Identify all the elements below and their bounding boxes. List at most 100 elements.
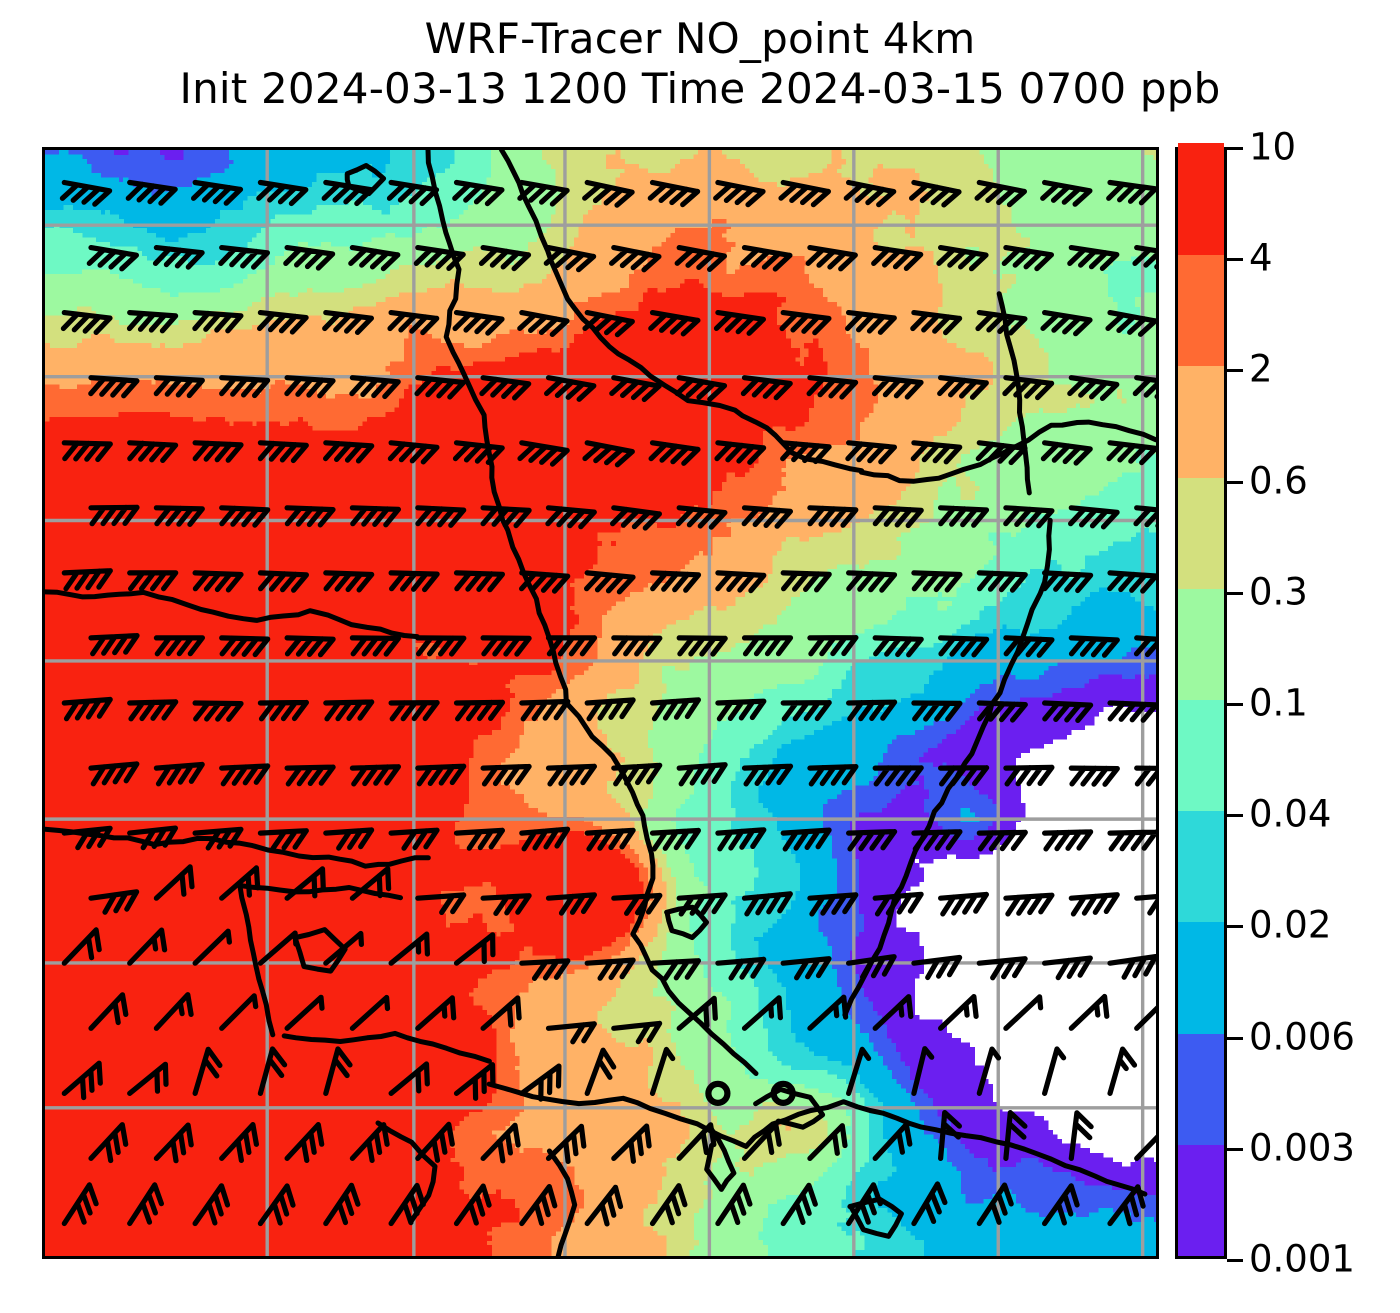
wind-barb-icon <box>545 635 598 657</box>
wind-barb-icon <box>453 1183 492 1227</box>
wind-barb-icon <box>1068 635 1120 658</box>
wind-barb-icon <box>323 827 375 851</box>
wind-barb-icon <box>519 698 571 722</box>
wind-barb-icon <box>61 927 102 966</box>
colorbar-tick-label: 4 <box>1249 236 1273 280</box>
wind-barb-icon <box>780 956 832 981</box>
wind-barb-icon <box>1068 1110 1094 1161</box>
wind-barb-icon <box>582 440 635 468</box>
wind-barb-icon <box>649 1046 676 1096</box>
colorbar-tick-mark <box>1227 703 1243 706</box>
wind-barb-icon <box>545 892 597 916</box>
wind-barb-icon <box>715 956 767 981</box>
colorbar-tick-mark <box>1227 258 1243 262</box>
wind-barb-icon <box>323 930 364 966</box>
wind-barb-icon <box>480 995 522 1031</box>
wind-barb-icon <box>61 1060 103 1101</box>
colorbar-tick-label: 0.001 <box>1249 1237 1355 1281</box>
wind-barb-icon <box>88 761 140 787</box>
wind-barb-icon <box>1134 765 1156 787</box>
wind-barb-icon <box>127 825 178 851</box>
wind-barb-icon <box>453 699 506 722</box>
colorbar-band-light-orange <box>1178 365 1224 478</box>
wind-barb-icon <box>674 245 727 272</box>
colorbar-tick-mark <box>1227 1147 1243 1151</box>
wind-barb-icon <box>1134 1005 1156 1031</box>
wind-barb-icon <box>807 1123 848 1161</box>
wind-barb-icon <box>1107 829 1156 852</box>
wind-barb-icon <box>86 245 139 272</box>
wind-barb-icon <box>1134 1134 1156 1161</box>
wind-barb-icon <box>480 893 532 916</box>
wind-barb-icon <box>1040 440 1093 466</box>
wind-barb-icon <box>153 761 205 787</box>
wind-barb-icon <box>846 1046 872 1096</box>
wind-barb-icon <box>649 697 701 722</box>
map-plot-area <box>42 147 1159 1259</box>
wind-barb-icon <box>88 1122 129 1164</box>
wind-barb-icon <box>740 375 793 401</box>
colorbar-tick-mark <box>1227 480 1243 484</box>
wind-barb-icon <box>545 1123 587 1164</box>
wind-barb-icon <box>674 375 728 402</box>
wind-barb-icon <box>807 994 849 1031</box>
wind-barb-icon <box>1042 955 1093 981</box>
wind-barb-icon <box>415 1121 455 1163</box>
wind-barb-icon <box>191 179 244 206</box>
wind-barb-icon <box>807 764 859 787</box>
wind-barb-icon <box>872 891 924 917</box>
wind-barb-icon <box>936 245 989 272</box>
wind-barb-icon <box>323 1046 353 1096</box>
wind-barb-icon <box>323 699 375 722</box>
wind-barb-icon <box>453 932 496 966</box>
wind-barb-icon <box>1040 179 1093 207</box>
wind-barb-icon <box>545 763 597 787</box>
wind-barb-icon <box>1040 310 1093 337</box>
wind-barb-icon <box>192 826 244 851</box>
wind-barb-icon <box>872 635 924 658</box>
wind-barb-icon <box>88 992 129 1031</box>
wind-barb-icon <box>715 698 767 722</box>
wind-barb-icon <box>976 1046 1002 1096</box>
colorbar-tick-mark <box>1227 814 1243 818</box>
wind-barb-icon <box>388 1182 426 1227</box>
wind-barb-icon <box>545 1021 597 1045</box>
wind-barb-icon <box>321 179 374 207</box>
wind-barb-icon <box>349 866 392 901</box>
wind-barb-icon <box>127 927 168 966</box>
wind-barb-icon <box>284 994 325 1031</box>
wind-barb-icon <box>453 827 505 851</box>
wind-barb-icon <box>611 762 663 787</box>
wind-barb-icon <box>806 375 859 400</box>
wind-barb-icon <box>257 1046 288 1096</box>
wind-barb-icon <box>1068 505 1120 530</box>
wind-barb-icon <box>1003 764 1055 787</box>
wind-barb-icon <box>257 1183 296 1227</box>
chart-title: WRF-Tracer NO_point 4km Init 2024-03-13 … <box>0 14 1400 113</box>
colorbar-tick-mark <box>1227 925 1243 929</box>
wind-barb-icon <box>714 440 767 465</box>
wind-barb-icon <box>127 440 179 463</box>
wind-barb-icon <box>780 440 832 465</box>
wind-barb-icon <box>284 505 336 528</box>
wind-barb-icon <box>938 635 990 658</box>
colorbar-tick-label: 0.04 <box>1249 792 1332 836</box>
wind-barb-icon <box>846 954 897 980</box>
wind-barb-icon <box>453 570 505 593</box>
wind-barb-icon <box>1003 1110 1028 1161</box>
wind-barb-icon <box>61 568 113 592</box>
wind-barb-icon <box>976 570 1028 593</box>
wind-barb-icon <box>545 505 597 530</box>
wind-barb-icon <box>846 829 898 852</box>
wind-barb-icon <box>845 310 897 335</box>
wind-barb-icon <box>1042 700 1094 723</box>
wind-barb-icon <box>125 179 178 206</box>
wind-barb-icon <box>60 310 113 335</box>
colorbar-tick-label: 0.1 <box>1249 681 1308 725</box>
wind-barb-icon <box>976 829 1028 852</box>
wind-barb-icon <box>517 310 570 337</box>
wind-barb-icon <box>741 995 783 1031</box>
wind-barb-icon <box>218 245 270 270</box>
wind-barb-icon <box>59 179 113 207</box>
chart-title-line-1: WRF-Tracer NO_point 4km <box>424 14 976 63</box>
